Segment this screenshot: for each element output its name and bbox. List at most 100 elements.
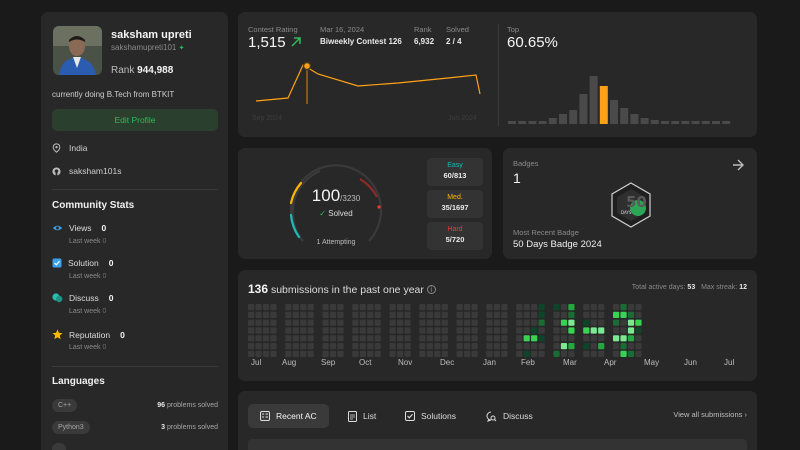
heatmap-cell[interactable] [509,312,515,318]
heatmap-cell[interactable] [412,351,418,357]
heatmap-cell[interactable] [568,335,575,342]
heatmap-cell[interactable] [449,343,455,349]
heatmap-cell[interactable] [560,327,568,334]
heatmap-cell[interactable] [501,319,508,326]
heatmap-cell[interactable] [292,335,299,342]
heatmap-cell[interactable] [620,327,627,334]
heatmap-cell[interactable] [560,343,568,350]
heatmap-cell[interactable] [359,304,366,311]
heatmap-cell[interactable] [389,343,396,350]
heatmap-cell[interactable] [352,350,359,357]
heatmap-cell[interactable] [300,335,307,342]
heatmap-cell[interactable] [337,327,344,334]
heatmap-cell[interactable] [635,304,642,311]
heatmap-cell[interactable] [464,350,471,357]
heatmap-cell[interactable] [546,343,552,349]
heatmap-cell[interactable] [486,350,493,357]
heatmap-cell[interactable] [553,319,560,326]
heatmap-cell[interactable] [255,319,262,326]
heatmap-cell[interactable] [456,350,463,357]
heatmap-cell[interactable] [359,343,366,350]
heatmap-cell[interactable] [396,335,404,342]
heatmap-cell[interactable] [583,350,590,357]
heatmap-cell[interactable] [292,304,299,311]
heatmap-cell[interactable] [583,343,590,350]
heatmap-cell[interactable] [456,304,463,311]
heatmap-cell[interactable] [329,327,337,334]
heatmap-cell[interactable] [441,304,448,311]
heatmap-cell[interactable] [627,304,635,311]
heatmap-cell[interactable] [389,350,396,357]
heatmap-cell[interactable] [292,319,299,326]
heatmap-cell[interactable] [404,343,411,350]
heatmap-cell[interactable] [248,319,255,326]
heatmap-cell[interactable] [270,335,277,342]
heatmap-cell[interactable] [613,304,620,311]
heatmap-cell[interactable] [479,312,485,318]
heatmap-cell[interactable] [352,311,359,318]
heatmap-cell[interactable] [300,319,307,326]
heatmap-cell[interactable] [613,350,620,357]
heatmap-cell[interactable] [613,343,620,350]
difficulty-easy[interactable]: Easy 60/813 [427,158,483,186]
heatmap-cell[interactable] [292,311,299,318]
heatmap-cell[interactable] [620,319,627,326]
heatmap-cell[interactable] [285,304,292,311]
heatmap-cell[interactable] [278,343,284,349]
heatmap-cell[interactable] [613,335,620,342]
heatmap-cell[interactable] [412,327,418,333]
heatmap-cell[interactable] [590,327,597,334]
heatmap-cell[interactable] [434,343,441,350]
tab-list[interactable]: List [336,404,388,428]
heatmap-cell[interactable] [523,319,530,326]
heatmap-cell[interactable] [598,311,605,318]
heatmap-cell[interactable] [345,320,351,326]
heatmap-cell[interactable] [583,311,590,318]
heatmap-cell[interactable] [516,343,523,350]
tab-recent-ac[interactable]: Recent AC [248,404,329,428]
heatmap-cell[interactable] [389,327,396,334]
heatmap-cell[interactable] [486,343,493,350]
heatmap-cell[interactable] [285,327,292,334]
heatmap-cell[interactable] [412,312,418,318]
heatmap-cell[interactable] [307,311,314,318]
heatmap-cell[interactable] [576,304,582,310]
heatmap-cell[interactable] [374,350,381,357]
heatmap-cell[interactable] [382,312,388,318]
heatmap-cell[interactable] [278,327,284,333]
heatmap-cell[interactable] [278,312,284,318]
heatmap-cell[interactable] [583,304,590,311]
heatmap-cell[interactable] [501,304,508,311]
heatmap-cell[interactable] [404,327,411,334]
heatmap-cell[interactable] [627,319,635,326]
heatmap-cell[interactable] [479,351,485,357]
heatmap-cell[interactable] [546,312,552,318]
heatmap-cell[interactable] [471,319,478,326]
heatmap-cell[interactable] [509,304,515,310]
heatmap-cell[interactable] [367,327,374,334]
heatmap-cell[interactable] [598,327,605,334]
heatmap-cell[interactable] [404,335,411,342]
heatmap-cell[interactable] [509,335,515,341]
heatmap-cell[interactable] [523,343,530,350]
arrow-right-icon[interactable] [731,158,745,172]
heatmap-cell[interactable] [374,304,381,311]
heatmap-cell[interactable] [613,311,620,318]
heatmap-cell[interactable] [396,304,404,311]
heatmap-cell[interactable] [382,343,388,349]
heatmap-cell[interactable] [396,319,404,326]
heatmap-cell[interactable] [479,304,485,310]
heatmap-cell[interactable] [538,327,545,334]
heatmap-cell[interactable] [359,327,366,334]
heatmap-cell[interactable] [479,335,485,341]
heatmap-cell[interactable] [501,335,508,342]
heatmap-cell[interactable] [449,320,455,326]
heatmap-cell[interactable] [359,350,366,357]
heatmap-cell[interactable] [307,335,314,342]
heatmap-cell[interactable] [464,343,471,350]
heatmap-cell[interactable] [493,311,501,318]
heatmap-cell[interactable] [248,335,255,342]
heatmap-cell[interactable] [285,335,292,342]
github-row[interactable]: saksham101s [52,166,121,176]
heatmap-cell[interactable] [546,304,552,310]
